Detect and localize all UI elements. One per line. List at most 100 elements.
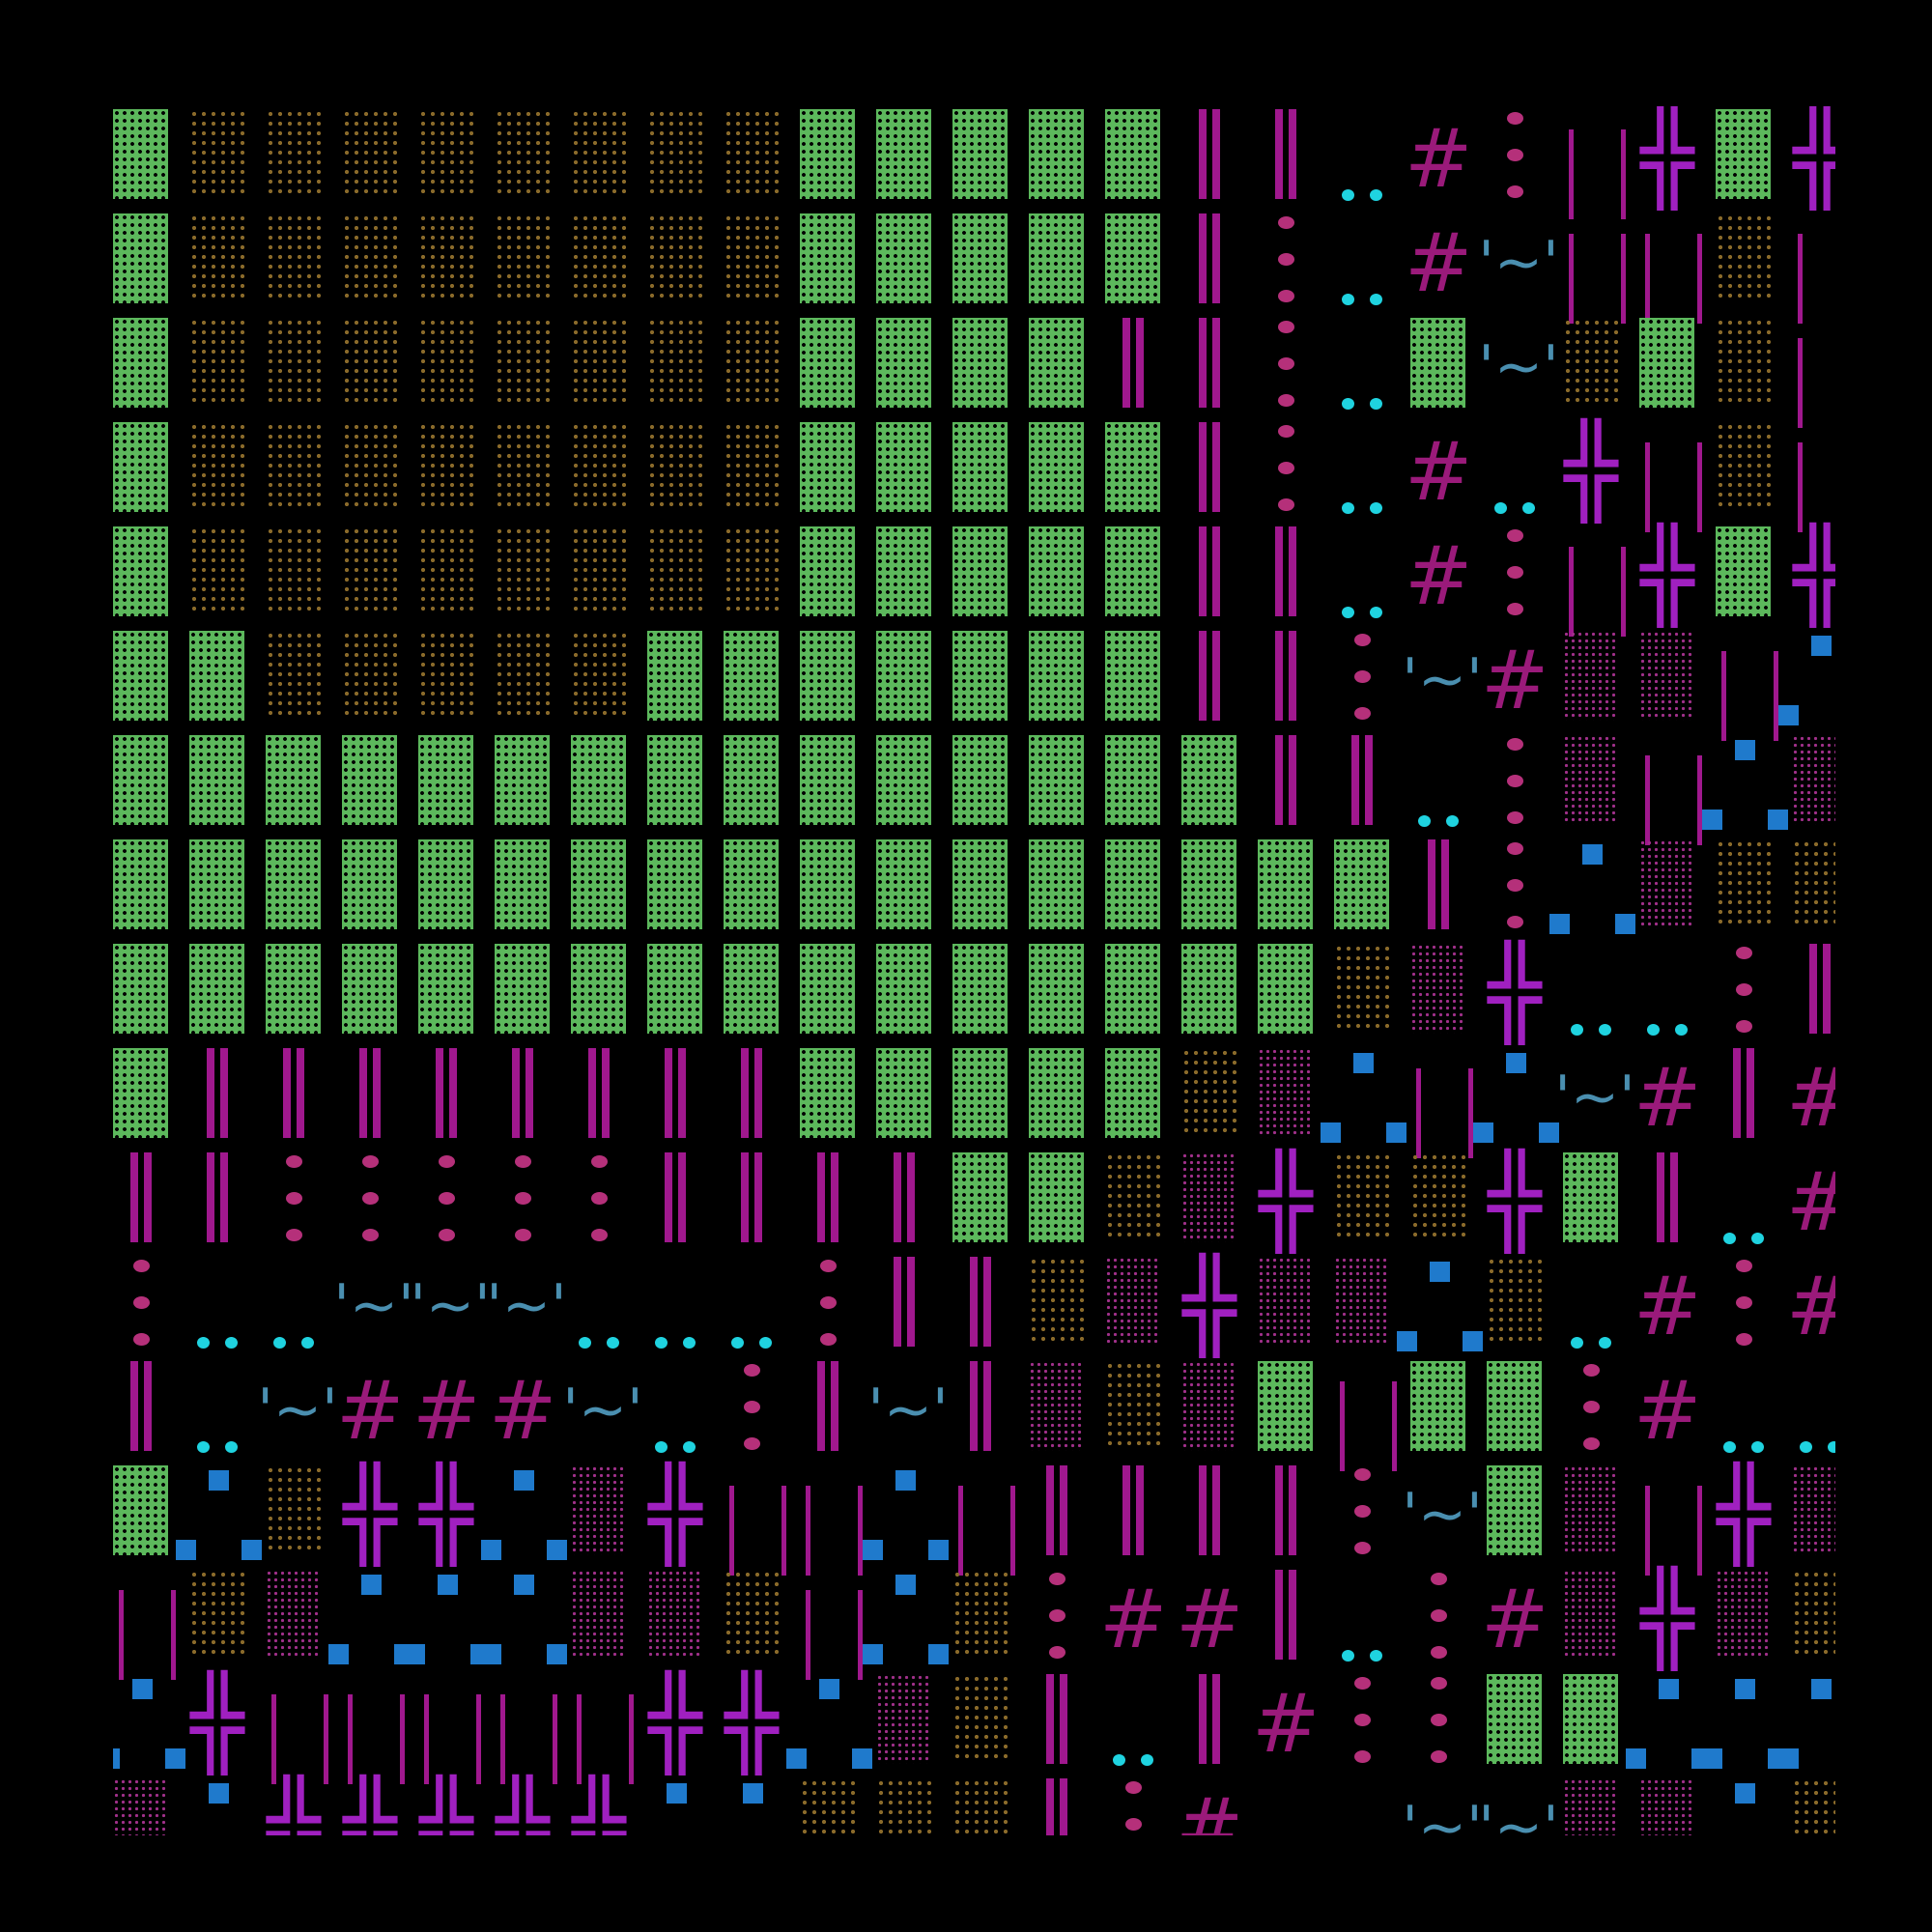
wide-bars-icon (1774, 651, 1778, 741)
grass-block-icon (342, 735, 397, 825)
tile-double-bar (495, 1045, 571, 1150)
tile-grass-block (189, 628, 266, 732)
grass-block-icon (1258, 944, 1313, 1034)
tile-grass-block (952, 837, 1029, 941)
tile-grass-block (876, 211, 952, 315)
tile-brown-dotted-floor (1563, 315, 1639, 419)
pink-dot-icon (1354, 1542, 1371, 1554)
tile-grass-block (1563, 1150, 1639, 1254)
pink-dot-icon (1507, 566, 1523, 579)
pink-dot-icon (362, 1192, 379, 1205)
grass-block-icon (800, 839, 855, 929)
tile-grass-block (1716, 106, 1792, 211)
tile-double-cross: ╬ (342, 1463, 418, 1567)
brown-dotted-floor-icon (1181, 1048, 1236, 1138)
tile-grass-block (1029, 315, 1105, 419)
pink-dot-icon (1736, 1296, 1752, 1309)
tile-brown-dotted-floor (647, 315, 724, 419)
tile-grass-block (1029, 419, 1105, 524)
double-bar-icon (449, 1048, 457, 1138)
blue-square-icon (786, 1748, 807, 1769)
tile-grass-block (1029, 1045, 1105, 1150)
map-row: # ╬ ╬ (113, 524, 1835, 637)
tile-blue-squares (647, 1776, 724, 1835)
blue-square-icon (1702, 810, 1722, 830)
tile-wide-bars (1563, 524, 1639, 637)
tile-brown-dotted-floor (342, 106, 418, 211)
pink-dot-icon (1278, 425, 1294, 438)
wide-bars-icon (476, 1694, 481, 1784)
cyan-dot-icon (1342, 1650, 1354, 1662)
blue-square-icon (819, 1679, 839, 1699)
grass-block-icon (189, 735, 244, 825)
tile-grass-block (724, 732, 800, 837)
tile-brown-dotted-floor (952, 1567, 1029, 1671)
tile-double-bar (1258, 106, 1334, 211)
pink-dot-icon (1278, 290, 1294, 302)
grass-block-icon (1487, 1361, 1542, 1451)
double-cross-icon: ╬ (724, 1671, 779, 1775)
tile-grass-block (800, 941, 876, 1045)
grass-block-icon (876, 318, 931, 408)
tile-hash: # (489, 1358, 571, 1463)
grass-block-icon (1716, 526, 1771, 616)
tile-grass-block (800, 211, 876, 315)
cyan-dot-icon (1522, 502, 1535, 514)
tile-grass-block (571, 837, 647, 941)
purple-dotted-floor-icon (1258, 1257, 1313, 1347)
tile-purple-dotted-floor (1792, 1463, 1835, 1567)
tile-grass-block (876, 1045, 952, 1150)
grass-block-icon (876, 735, 931, 825)
tile-wide-bars (1334, 1358, 1410, 1471)
tile-grass-block (1639, 315, 1716, 419)
tile-purple-dotted-floor (1181, 1358, 1258, 1463)
wide-bars-icon (324, 1694, 328, 1784)
brown-dotted-floor-icon (189, 1570, 244, 1660)
tile-wide-bars (113, 1567, 189, 1680)
brown-dotted-floor-icon (571, 318, 626, 408)
wide-bars-icon (1721, 651, 1726, 741)
tile-brown-dotted-floor (1105, 1150, 1181, 1254)
tile-double-bar (1181, 628, 1258, 732)
double-cross-icon: ╬ (343, 1463, 397, 1566)
blue-square-icon (1735, 1679, 1755, 1699)
tile-grass-block (495, 941, 571, 1045)
tile-brown-dotted-floor (1410, 1150, 1487, 1254)
grass-block-icon (1029, 526, 1084, 616)
map-row: '~' # (113, 628, 1835, 741)
wide-bars-icon (1645, 755, 1650, 845)
tile-double-bar (1029, 1463, 1105, 1567)
tile-water-tilde: '~' (333, 1254, 418, 1358)
cyan-dot-icon (1370, 294, 1382, 305)
cyan-dot-icon (1828, 1441, 1835, 1453)
brown-dotted-floor-icon (571, 526, 626, 616)
grass-block-icon (113, 213, 168, 303)
tile-brown-dotted-floor (952, 1776, 1029, 1835)
pink-dot-icon (1507, 916, 1523, 928)
grass-block-icon (113, 526, 168, 616)
pink-dot-icon (439, 1229, 455, 1241)
cyan-dot-icon (1599, 1024, 1611, 1036)
brown-dotted-floor-icon (266, 422, 321, 512)
tile-double-bar (1181, 106, 1258, 211)
brown-dotted-floor-icon (571, 213, 626, 303)
tile-grass-block (724, 837, 800, 941)
brown-dotted-floor-icon (266, 213, 321, 303)
brown-dotted-floor-icon (1716, 422, 1771, 512)
double-bar-icon (1199, 631, 1207, 721)
double-cross-icon: ╬ (1259, 1150, 1313, 1253)
tile-three-pink-dots (1334, 1463, 1410, 1567)
purple-dotted-floor-icon (266, 1570, 321, 1660)
tile-blue-squares (863, 1463, 952, 1567)
tile-three-pink-dots (1410, 1671, 1487, 1776)
tile-grass-block (952, 1150, 1029, 1254)
hash-icon: # (1481, 633, 1549, 727)
double-bar-icon (1199, 109, 1207, 199)
pink-dot-icon (1736, 1333, 1752, 1346)
grass-block-icon (1105, 213, 1160, 303)
blue-square-icon (1353, 1053, 1374, 1073)
tile-three-pink-dots (1410, 1567, 1487, 1671)
tile-grass-block (876, 524, 952, 628)
tile-grass-block (800, 628, 876, 732)
double-bar-icon (1747, 1048, 1754, 1138)
